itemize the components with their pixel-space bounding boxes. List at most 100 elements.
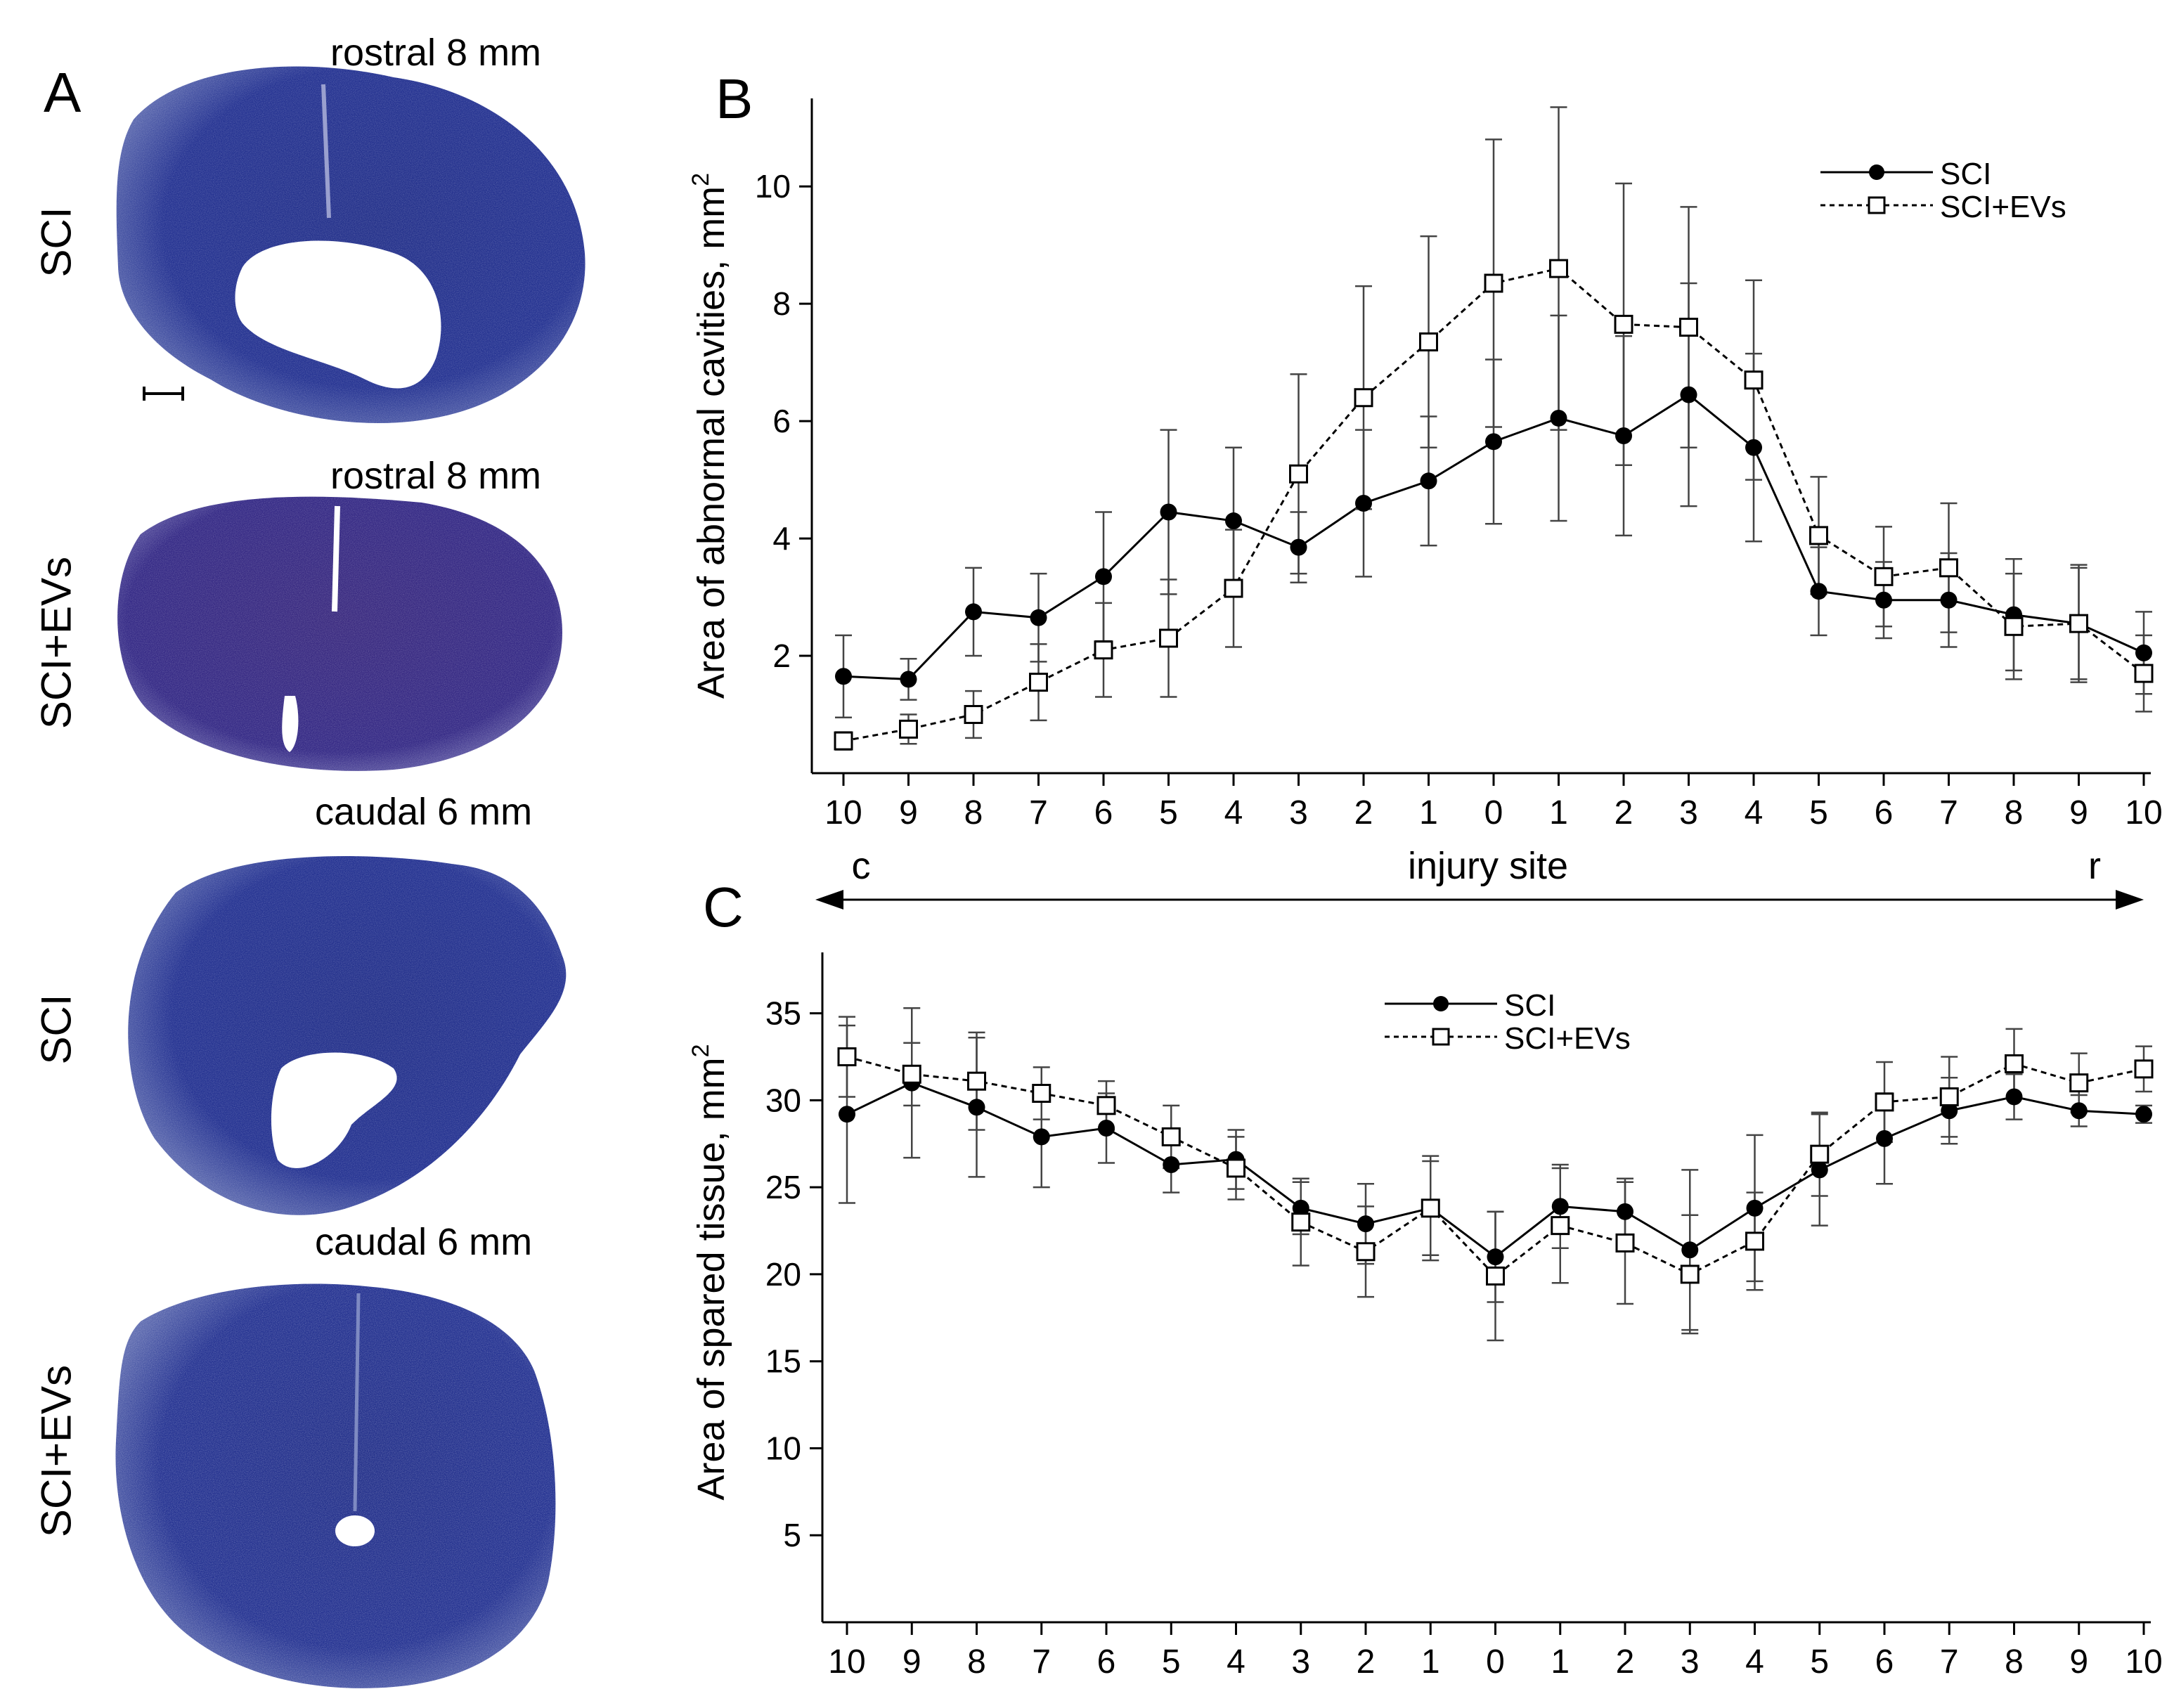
point-c-scievs (1032, 1084, 1052, 1104)
point-b-sci (1030, 609, 1047, 626)
chart-b-ylabel-text: Area of abnormal cavities, mm (690, 186, 732, 699)
point-c-scievs (1810, 1144, 1830, 1164)
chart-b-xtick-label: 9 (2069, 794, 2088, 832)
chart-b-xtick-label: 8 (2005, 794, 2024, 832)
point-b-scievs (1289, 464, 1308, 484)
point-b-sci (1810, 583, 1827, 600)
point-c-sci (1098, 1120, 1115, 1137)
point-c-scievs (1356, 1242, 1376, 1262)
point-c-scievs (1875, 1092, 1894, 1112)
chart-c-ytick-label: 30 (765, 1082, 801, 1118)
point-b-sci (900, 671, 917, 688)
point-b-sci (1160, 503, 1177, 521)
point-c-scievs (1615, 1233, 1635, 1253)
injury-axis-rostral: r (2088, 845, 2101, 887)
chart-b-xtick-label: 9 (899, 794, 918, 832)
tissue-sections (115, 66, 585, 1688)
point-b-sci (1485, 433, 1502, 451)
injury-axis-center: injury site (1408, 845, 1568, 887)
point-c-sci (1163, 1156, 1180, 1173)
point-c-scievs (1939, 1087, 1959, 1106)
point-c-scievs (1745, 1231, 1764, 1251)
chart-b-ytick-label: 10 (755, 168, 791, 205)
chart-c-xtick-label: 5 (1162, 1643, 1181, 1681)
chart-b-ylabel: Area of abnormal cavities, mm2 (687, 173, 732, 699)
point-b-scievs (1029, 673, 1048, 692)
point-b-sci (1095, 568, 1112, 585)
point-c-sci (968, 1099, 985, 1116)
point-b-sci (1290, 538, 1307, 556)
injury-axis: c injury site r (815, 845, 2144, 910)
point-c-scievs (967, 1071, 986, 1091)
chart-c-xtick-label: 0 (1486, 1643, 1505, 1681)
legend-b-scievs: SCI+EVs (1940, 190, 2066, 224)
point-b-sci (965, 603, 982, 621)
chart-c-legend: SCI SCI+EVs (1385, 988, 1631, 1056)
point-b-sci (1420, 472, 1437, 490)
chart-b-xtick-label: 8 (964, 794, 983, 832)
chart-c-ylabel: Area of spared tissue, mm2 (687, 1044, 732, 1500)
section-caption-1: rostral 8 mm (330, 32, 542, 74)
chart-c-axes (821, 952, 2151, 1624)
point-c-sci (2070, 1102, 2088, 1120)
panel-b-letter: B (716, 67, 753, 130)
chart-c-xtick-label: 10 (828, 1643, 865, 1681)
chart-b-xtick-label: 10 (2125, 794, 2162, 832)
point-c-sci (1941, 1102, 1958, 1120)
chart-c-xtick-label: 3 (1291, 1643, 1310, 1681)
tissue-section-4 (115, 1283, 556, 1688)
chart-c-ylabel-sup: 2 (687, 1044, 714, 1057)
tissue-section-3 (128, 856, 567, 1215)
point-c-scievs (1227, 1158, 1245, 1178)
chart-c-xtick-label: 1 (1551, 1643, 1570, 1681)
chart-c-ytick-label: 20 (765, 1256, 801, 1293)
point-c-sci (2005, 1088, 2023, 1106)
chart-c-xtick-label: 7 (1940, 1643, 1959, 1681)
point-b-scievs (1679, 318, 1698, 337)
point-c-sci (839, 1106, 855, 1123)
point-b-scievs (1939, 558, 1958, 578)
tissue-section-1 (116, 66, 585, 423)
point-c-scievs (1551, 1216, 1570, 1236)
legend-b-sci: SCI (1940, 157, 1991, 191)
section-caption-2: rostral 8 mm (330, 455, 542, 497)
chart-b-xtick-label: 5 (1159, 794, 1178, 832)
chart-b-xtick-label: 2 (1615, 794, 1633, 832)
chart-b-xtick-label: 1 (1549, 794, 1568, 832)
tissue-section-2 (117, 496, 563, 771)
chart-b-xtick-label: 4 (1745, 794, 1764, 832)
point-b-scievs (1744, 370, 1764, 390)
chart-c-xtick-label: 1 (1421, 1643, 1440, 1681)
point-c-sci (1617, 1203, 1633, 1220)
chart-b-series (834, 106, 2154, 751)
point-c-sci (2135, 1106, 2152, 1123)
chart-b-xtick-label: 3 (1679, 794, 1698, 832)
chart-c-xtick-label: 9 (2069, 1643, 2088, 1681)
point-b-scievs (1614, 314, 1633, 334)
point-b-sci (2135, 644, 2152, 661)
point-b-scievs (834, 731, 853, 751)
injury-axis-caudal: c (852, 845, 871, 887)
legend-c-sci: SCI (1504, 988, 1555, 1023)
point-c-scievs (1680, 1264, 1700, 1284)
chart-b-xtick-label: 7 (1029, 794, 1048, 832)
chart-b-legend: SCI SCI+EVs (1820, 157, 2066, 224)
point-c-scievs (2069, 1073, 2089, 1093)
chart-c-ytick-label: 15 (765, 1343, 801, 1380)
point-c-sci (1487, 1248, 1504, 1266)
point-b-scievs (1159, 628, 1178, 648)
point-c-sci (1033, 1128, 1050, 1146)
chart-b-xtick-label: 5 (1809, 794, 1828, 832)
point-b-scievs (1549, 259, 1568, 278)
chart-b-xtick-label: 3 (1289, 794, 1308, 832)
chart-c-ytick-label: 35 (765, 995, 801, 1032)
point-b-scievs (1419, 332, 1438, 351)
point-b-scievs (2134, 664, 2154, 683)
point-c-scievs (902, 1064, 921, 1084)
chart-b-ylabel-sup: 2 (687, 173, 714, 186)
legend-c-scievs: SCI+EVs (1504, 1021, 1631, 1056)
point-c-scievs (2005, 1054, 2024, 1073)
